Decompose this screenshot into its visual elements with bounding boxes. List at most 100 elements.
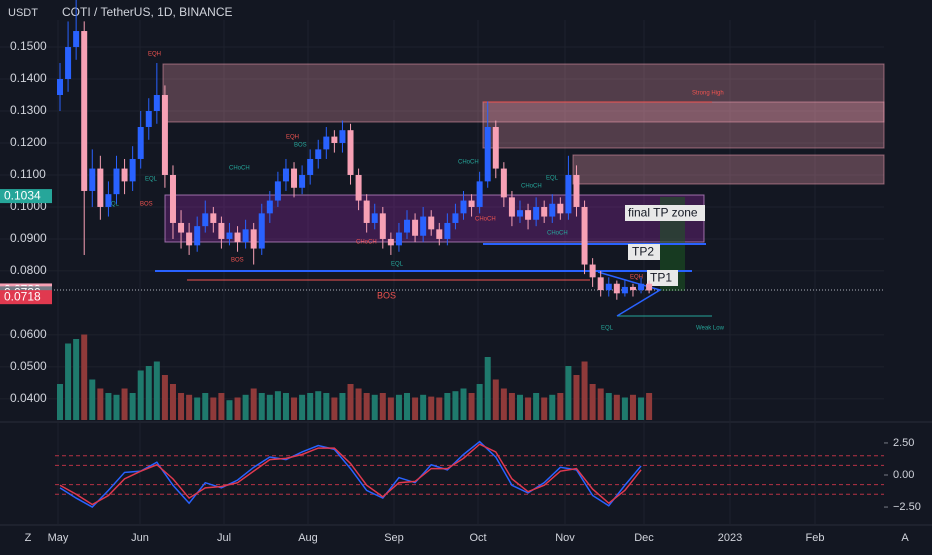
price-tag xyxy=(0,290,52,305)
candle-body xyxy=(420,216,427,236)
label: EQL xyxy=(391,262,404,268)
volume-bar xyxy=(121,388,128,420)
volume-bar xyxy=(105,393,112,420)
volume-bar xyxy=(347,384,354,420)
candle-body xyxy=(97,168,104,207)
label: EQH xyxy=(630,275,643,281)
candle-body xyxy=(379,213,386,239)
volume-bar xyxy=(379,393,386,420)
volume-bar xyxy=(274,391,281,420)
candle-body xyxy=(516,210,523,217)
volume-bar xyxy=(541,397,548,420)
icon[interactable]: Z xyxy=(25,532,32,544)
y-tick-label: 0.1400 xyxy=(10,71,47,85)
volume-bar xyxy=(516,394,523,420)
volume-bar xyxy=(73,339,80,420)
price-tag-label: 0.1034 xyxy=(4,188,41,202)
volume-bar xyxy=(565,366,572,420)
volume-bar xyxy=(428,396,435,420)
label: EQH xyxy=(286,135,299,141)
candle-body xyxy=(347,130,354,175)
volume-bar xyxy=(234,397,241,420)
y-tick-label: 0.0900 xyxy=(10,231,47,245)
label: EQL xyxy=(107,202,120,208)
volume-bar xyxy=(581,361,588,420)
volume-bar xyxy=(589,384,596,420)
candle-body xyxy=(194,226,201,246)
candle-body xyxy=(266,200,273,214)
volume-bar xyxy=(452,391,459,420)
candle-body xyxy=(492,126,499,169)
label: EQL xyxy=(546,176,559,182)
candle-body xyxy=(387,238,394,246)
candle-body xyxy=(573,174,580,207)
volume-bar xyxy=(178,393,185,420)
volume-bar xyxy=(113,394,120,420)
candle-body xyxy=(307,158,314,175)
candle-body xyxy=(476,181,483,207)
price-tag xyxy=(0,189,52,204)
candle-body xyxy=(137,126,144,159)
volume-bar xyxy=(186,394,193,420)
volume-bar xyxy=(242,394,249,420)
candle-body xyxy=(412,219,419,236)
x-tick-label: May xyxy=(48,532,69,544)
volume-bar xyxy=(89,379,96,420)
volume-bar xyxy=(299,394,306,420)
candle-body xyxy=(533,206,540,220)
label-box xyxy=(628,244,660,260)
candle-body xyxy=(339,130,346,143)
currency: USDT xyxy=(8,7,38,19)
label: Weak Low xyxy=(696,326,725,332)
label: BOS xyxy=(377,290,396,300)
y-tick-label: 0.1100 xyxy=(10,167,46,181)
icon[interactable]: A xyxy=(901,532,909,544)
volume-bar xyxy=(194,397,201,420)
volume-bar xyxy=(508,393,515,420)
label-box xyxy=(647,270,678,286)
volume-bar xyxy=(282,393,289,420)
y-tick-label: 0.0600 xyxy=(10,327,47,341)
candle-body xyxy=(363,200,370,223)
candle-body xyxy=(613,283,620,294)
y-tick-label: 0.1200 xyxy=(10,135,47,149)
candle-body xyxy=(468,200,475,207)
label: TP2 xyxy=(632,245,654,259)
volume-bar xyxy=(65,343,72,420)
label: BOS xyxy=(140,202,153,208)
annotations: EQH Strong High EQH BOS CHoCH CHoCH EQL … xyxy=(107,52,725,332)
candle-body xyxy=(161,95,168,175)
candle-body xyxy=(81,31,88,191)
volume-bar xyxy=(161,375,168,420)
volume-bar xyxy=(629,394,636,420)
candle-body xyxy=(234,232,241,243)
y-tick-label: 0.0800 xyxy=(10,263,47,277)
y-tick-label: 0.1300 xyxy=(10,103,47,117)
candle-body xyxy=(299,174,306,188)
volume-bar xyxy=(202,393,209,420)
candle-body xyxy=(638,283,645,291)
volume-bar xyxy=(621,397,628,420)
volume-bar xyxy=(597,388,604,420)
volume-bar xyxy=(226,400,233,420)
volume-bar xyxy=(57,384,63,420)
volume-bar xyxy=(307,393,314,420)
volume-bar xyxy=(533,393,540,420)
label: final TP zone xyxy=(628,206,698,220)
candle-body xyxy=(153,95,160,111)
candle-body xyxy=(57,79,63,96)
volume-bar xyxy=(404,393,411,420)
candle-body xyxy=(355,174,362,201)
price-tag-label: 0.0718 xyxy=(4,289,41,303)
candle-body xyxy=(186,232,193,246)
candle-body xyxy=(428,216,435,230)
volume-bar xyxy=(646,393,653,420)
label: CHoCH xyxy=(356,240,377,246)
candle-body xyxy=(65,47,72,80)
volume-bar xyxy=(613,394,620,420)
volume-bar xyxy=(153,361,160,420)
volume-bar xyxy=(137,370,144,420)
x-tick-label: Sep xyxy=(384,532,404,544)
candle-body xyxy=(105,194,112,207)
